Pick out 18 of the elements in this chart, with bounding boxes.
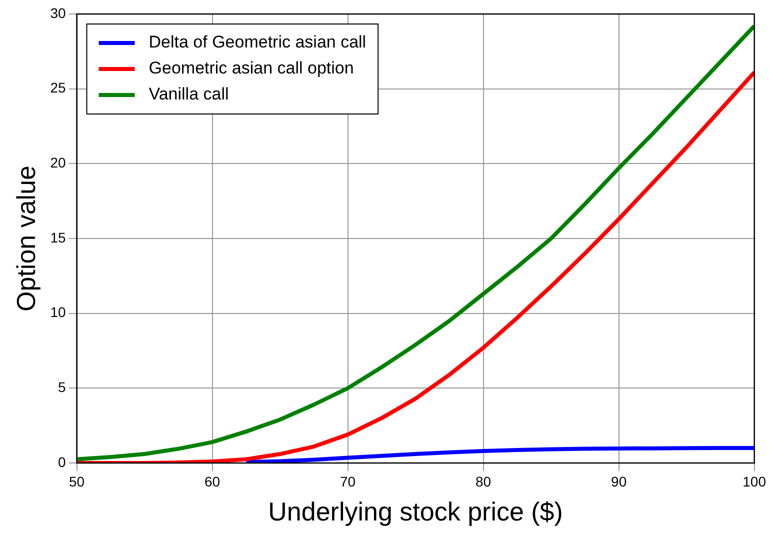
- x-tick-label: 100: [742, 473, 766, 490]
- y-axis-title: Option value: [10, 166, 41, 312]
- x-tick-label: 50: [68, 473, 85, 490]
- legend-label: Vanilla call: [148, 84, 229, 104]
- x-tick-label: 80: [476, 473, 492, 490]
- x-tick-label: 70: [340, 473, 356, 490]
- x-axis-title: Underlying stock price ($): [268, 496, 563, 527]
- y-tick-label: 20: [50, 154, 66, 171]
- x-tick-label: 60: [204, 473, 220, 490]
- legend-label: Geometric asian call option: [148, 58, 354, 78]
- y-tick-label: 10: [50, 304, 66, 320]
- y-tick-label: 0: [58, 454, 66, 470]
- x-tick-label: 90: [611, 473, 627, 490]
- legend-label: Delta of Geometric asian call: [148, 32, 366, 52]
- y-tick-label: 15: [50, 229, 66, 246]
- y-tick-label: 30: [50, 4, 66, 21]
- y-tick-label: 25: [50, 80, 66, 96]
- y-tick-label: 5: [58, 379, 66, 396]
